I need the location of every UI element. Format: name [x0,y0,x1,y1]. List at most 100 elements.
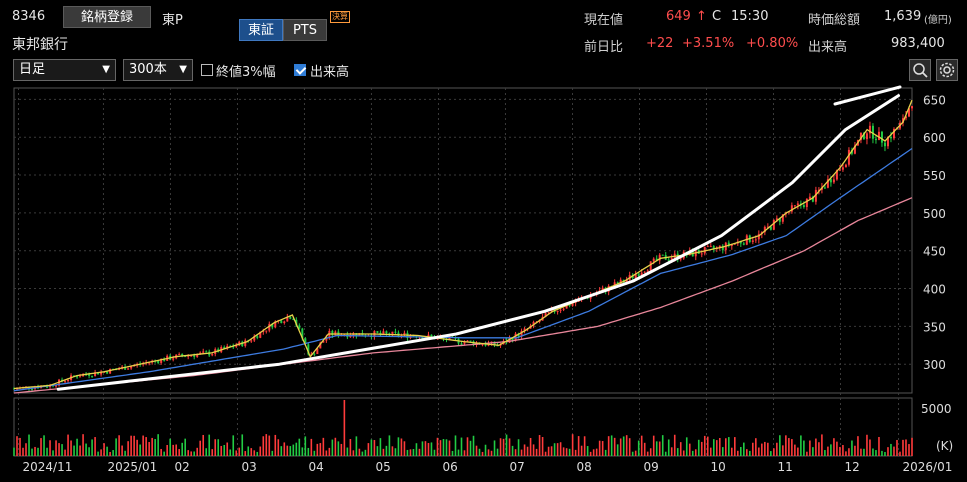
candle-body [421,336,424,339]
candle-body [448,336,451,340]
volume-bar [328,447,331,456]
candle-body [301,328,304,339]
volume-bar [839,446,841,456]
candle-body [835,170,838,180]
trend-arrow-head [833,85,902,106]
volume-bar [691,450,694,456]
volume-bar [277,439,280,456]
candle-body [562,308,565,310]
volume-bar [845,451,847,456]
volume-bar [890,443,892,456]
volume-bar [887,447,889,456]
volume-bar [782,445,784,456]
volume-bar [610,435,613,456]
zoom-button[interactable] [909,59,931,81]
period-select[interactable]: 日足 ▼ [13,59,116,81]
volume-bar [616,444,619,456]
volume-bar [595,448,598,456]
volume-bar [541,437,544,456]
candle-body [187,355,190,357]
tab-pts[interactable]: PTS [283,19,327,41]
volume-bar [376,446,379,456]
volume-bar [28,434,30,456]
candle-body [637,274,640,277]
candle-body [385,331,388,334]
volume-toggle-label: 出来高 [310,65,350,80]
candle-body [280,320,283,324]
x-tick-label: 2026/01 [903,460,953,474]
y-tick-label: 400 [923,283,946,297]
candle-body [55,385,58,387]
volume-bar [349,438,352,456]
candle-body [706,246,709,248]
candle-body [838,169,841,171]
volume-bar [878,436,880,456]
volume-bar [791,439,793,456]
volume-bar [361,451,364,456]
candle-body [106,371,109,374]
candle-body [574,301,577,304]
candle-body [91,375,94,377]
volume-bar [175,444,177,456]
volume-bar [812,447,814,456]
volume-bar [640,435,643,456]
volume-bar [325,450,328,456]
candle-body [64,381,67,383]
volume-bar [649,448,652,456]
volume-bar [604,449,607,456]
volume-bar [406,449,409,456]
change-label: 前日比 [584,40,624,55]
candle-body [463,341,466,344]
candle-body [382,331,385,335]
volume-bar [34,446,36,456]
earnings-badge[interactable]: 決算 [330,11,350,23]
candle-body [256,336,259,338]
volume-bar [112,450,114,456]
chevron-down-icon: ▼ [102,64,110,75]
bars-select[interactable]: 300本 ▼ [123,59,193,81]
x-tick-label: 2024/11 [22,460,72,474]
volume-bar [836,441,838,456]
candle-body [634,274,637,279]
volume-panel-frame [13,397,913,457]
chevron-down-icon: ▼ [179,64,187,75]
candle-body [268,323,271,331]
volume-bar [908,444,910,456]
y-tick-label: 300 [923,358,946,372]
volume-bar [46,447,48,456]
register-button[interactable]: 銘柄登録 [63,6,151,28]
market-label: 東P [162,13,183,28]
volume-bar [355,436,358,456]
settings-button[interactable] [936,59,958,81]
volume-bar [253,450,256,456]
tab-exchange[interactable]: 東証 [239,19,283,41]
volume-bar [607,436,610,456]
candle-body [286,316,289,322]
volume-bar [415,443,418,456]
volume-value: 983,400 [891,36,945,51]
volume-bar [433,449,436,456]
volume-bar [577,436,580,456]
volume-bar [718,438,721,456]
volume-bar [118,435,120,456]
band-checkbox[interactable] [201,64,213,76]
volume-bar [788,438,790,456]
candle-body [727,242,730,247]
volume-checkbox[interactable] [294,64,306,76]
volume-bar [875,450,877,456]
volume-bar [229,449,232,456]
volume-bar [91,439,93,456]
volume-bar [223,444,226,456]
volume-bar [82,434,84,456]
candle-body [679,258,682,260]
volume-bar [833,438,835,456]
candle-body [625,279,628,283]
candle-body [778,218,781,222]
candle-body [274,321,277,328]
volume-bar [370,439,373,456]
volume-bar [646,451,649,456]
candle-body [460,343,463,345]
volume-bar [460,437,463,456]
volume-bar [842,445,844,456]
